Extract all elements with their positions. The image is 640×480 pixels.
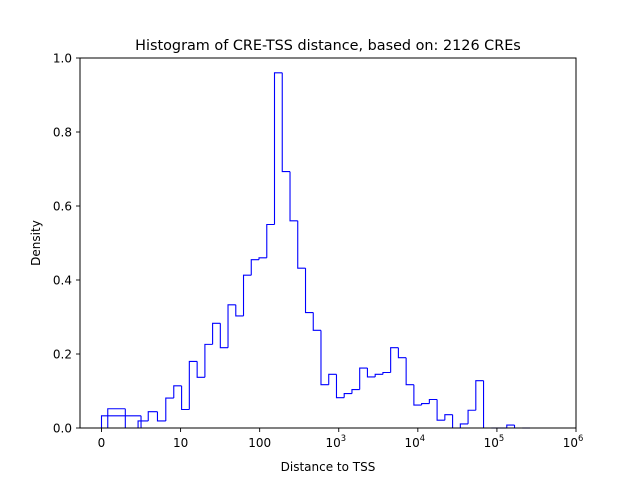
y-tick-label-3: 0.6 [53, 200, 72, 214]
histogram-bin-0 [100, 415, 142, 428]
histogram-bin-11 [196, 361, 205, 378]
histogram-bin-21 [273, 72, 283, 225]
histogram-bin-28 [328, 373, 337, 385]
histogram-steps [100, 72, 531, 429]
y-axis-ticks: 0.0 0.2 0.4 0.6 0.8 1.0 [53, 52, 80, 436]
histogram-bin-25 [304, 268, 314, 314]
histogram-bin-30 [343, 393, 352, 398]
histogram-bin-32 [359, 367, 368, 390]
histogram-bin-6 [156, 411, 166, 422]
histogram-bin-13 [212, 322, 221, 345]
histogram-bin-15 [227, 304, 236, 348]
plot-area: 0 10 100 103 104 105 106 0.00.20.40.60.81.0 [53, 52, 583, 451]
histogram-bin-31 [351, 388, 360, 394]
histogram-bin-27 [320, 330, 329, 386]
histogram-bin-20 [266, 223, 275, 258]
y-tick-label-4: 0.8 [53, 126, 72, 140]
histogram-bin-10 [188, 360, 198, 410]
histogram-bin-35 [382, 371, 391, 375]
histogram-bin-4 [137, 420, 149, 428]
chart-title: Histogram of CRE-TSS distance, based on:… [135, 38, 521, 54]
histogram-bin-39 [413, 384, 422, 406]
histogram-bin-42 [436, 399, 445, 421]
histogram-bin-40 [421, 403, 430, 406]
histogram-bin-45 [459, 423, 469, 428]
histogram-bin-16 [235, 304, 244, 317]
histogram-bin-8 [173, 385, 182, 399]
y-axis-label: Density [29, 220, 43, 266]
axes-frame [79, 57, 577, 429]
histogram-bin-41 [428, 398, 438, 404]
x-tick-label-1: 10 [173, 436, 188, 450]
histogram-bin-24 [297, 220, 306, 269]
histogram-bin-7 [165, 397, 174, 421]
x-tick-label-0: 0 [98, 436, 106, 450]
histogram-bin-12 [204, 343, 213, 378]
histogram-bin-34 [374, 373, 383, 377]
axes-background [80, 58, 576, 428]
histogram-bin-23 [289, 171, 298, 222]
histogram-bin-14 [219, 323, 229, 349]
histogram-bin-26 [312, 312, 321, 331]
histogram-bin-33 [366, 368, 376, 378]
histogram-bin-43 [444, 414, 453, 421]
histogram-bin-46 [467, 409, 476, 424]
x-axis-ticks: 0 10 100 103 104 105 106 [98, 428, 583, 450]
y-tick-label-5: 1.0 [53, 52, 72, 66]
histogram-bin-2 [107, 408, 126, 428]
y-tick-label-1: 0.2 [53, 348, 72, 362]
histogram-bin-36 [390, 347, 399, 373]
y-tick-label-2: 0.4 [53, 274, 72, 288]
histogram-bin-29 [335, 374, 345, 399]
histogram-bin-38 [405, 357, 414, 386]
histogram-bin-18 [250, 259, 260, 276]
y-tick-label-0: 0.0 [53, 422, 72, 436]
histogram-bin-17 [242, 274, 252, 316]
histogram-bin-22 [281, 72, 291, 173]
histogram-bin-9 [181, 385, 190, 411]
histogram-bin-19 [258, 257, 267, 260]
histogram-bin-47 [475, 380, 484, 411]
histogram-bin-51 [506, 424, 515, 428]
histogram-bin-5 [147, 411, 158, 421]
x-axis-label: Distance to TSS [281, 460, 376, 474]
x-tick-label-2: 100 [248, 436, 271, 450]
histogram-bin-37 [397, 347, 407, 359]
